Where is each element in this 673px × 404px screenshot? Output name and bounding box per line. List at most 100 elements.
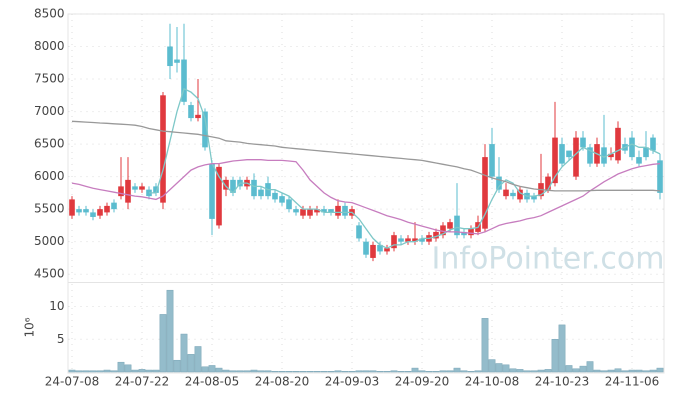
candle-body (69, 199, 75, 216)
candle-body (153, 186, 159, 193)
volume-tick-label: 5 (57, 332, 65, 346)
volume-bar (110, 370, 118, 373)
candle-body (636, 157, 642, 164)
candle-body (118, 186, 124, 197)
candle-body (482, 157, 488, 229)
volume-bar (75, 370, 83, 373)
volume-bar (138, 369, 146, 373)
candle-body (377, 244, 383, 252)
volume-bar (243, 370, 251, 373)
y-tick-label: 8000 (34, 39, 65, 53)
volume-bar (152, 369, 160, 373)
volume-bar (306, 371, 314, 373)
candle-body (447, 222, 453, 229)
candle-body (573, 137, 579, 177)
volume-bar (201, 366, 209, 373)
volume-bar (453, 367, 461, 373)
watermark: InfoPointer.com (432, 242, 665, 277)
volume-bar (635, 369, 643, 373)
x-tick-label: 24-08-05 (185, 375, 239, 389)
candle-body (433, 231, 439, 239)
y-tick-label: 6000 (34, 169, 65, 183)
volume-bar (327, 371, 335, 373)
x-tick-label: 24-07-22 (115, 375, 169, 389)
volume-bar (348, 371, 356, 373)
volume-bar (474, 370, 482, 373)
candle-body (223, 179, 229, 190)
candle-body (384, 248, 390, 252)
candle-body (195, 114, 201, 119)
candle-body (510, 192, 516, 197)
candle-body (293, 209, 299, 213)
candle-body (461, 231, 467, 236)
candle-body (132, 186, 138, 190)
volume-bar (530, 370, 538, 373)
volume-bar (355, 370, 363, 373)
volume-bar (68, 369, 76, 373)
candle-body (370, 244, 376, 258)
volume-bar (642, 370, 650, 373)
volume-bar (194, 346, 202, 373)
volume-bar (579, 365, 587, 373)
volume-bar (544, 369, 552, 373)
volume-bar (572, 368, 580, 373)
volume-bar (145, 369, 153, 373)
candle-body (160, 95, 166, 203)
candle-body (76, 209, 82, 213)
moving-average-line (71, 159, 661, 235)
candle-body (272, 192, 278, 200)
candle-body (657, 160, 663, 193)
volume-bar (376, 371, 384, 373)
candle-body (314, 209, 320, 213)
candle-body (468, 228, 474, 236)
volume-bar (383, 371, 391, 373)
y-tick-label: 8500 (34, 7, 65, 21)
y-tick-label: 5000 (34, 234, 65, 248)
volume-bar (467, 371, 475, 373)
candle-body (342, 205, 348, 216)
volume-bar (208, 365, 216, 373)
volume-bar (565, 365, 573, 373)
volume-bar (369, 370, 377, 373)
candle-body (97, 209, 103, 216)
volume-bar (614, 368, 622, 373)
candle-body (566, 150, 572, 158)
y-tick-label: 5500 (34, 202, 65, 216)
volume-bar (82, 370, 90, 373)
volume-bar (285, 371, 293, 373)
volume-bar (439, 370, 447, 373)
volume-bar (425, 371, 433, 373)
candle-body (167, 46, 173, 67)
candle-body (209, 163, 215, 219)
x-tick-label: 24-11-06 (605, 375, 659, 389)
candle-body (629, 137, 635, 158)
volume-bar (313, 371, 321, 373)
volume-bar (502, 364, 510, 373)
plot-frame (67, 13, 665, 374)
volume-axis-label: 10⁶ (23, 317, 37, 337)
volume-bar (537, 369, 545, 373)
volume-bar (404, 371, 412, 373)
volume-bar (173, 359, 181, 373)
candle-body (230, 179, 236, 193)
candle-body (398, 238, 404, 242)
volume-bar (656, 367, 664, 373)
x-tick-label: 24-07-08 (45, 375, 99, 389)
volume-bar (397, 371, 405, 373)
moving-average-line (71, 120, 661, 192)
candle-body (405, 238, 411, 242)
volume-bar (292, 371, 300, 373)
volume-tick-label: 10 (49, 299, 64, 313)
volume-bar (558, 324, 566, 373)
candle-body (391, 235, 397, 249)
candle-body (181, 59, 187, 102)
volume-bar (516, 369, 524, 373)
volume-bar (411, 367, 419, 373)
volume-bar (159, 314, 167, 373)
candle-body (559, 144, 565, 164)
volume-bar (180, 333, 188, 373)
y-tick-label: 7000 (34, 104, 65, 118)
candle-body (531, 196, 537, 200)
candle-body (202, 111, 208, 148)
